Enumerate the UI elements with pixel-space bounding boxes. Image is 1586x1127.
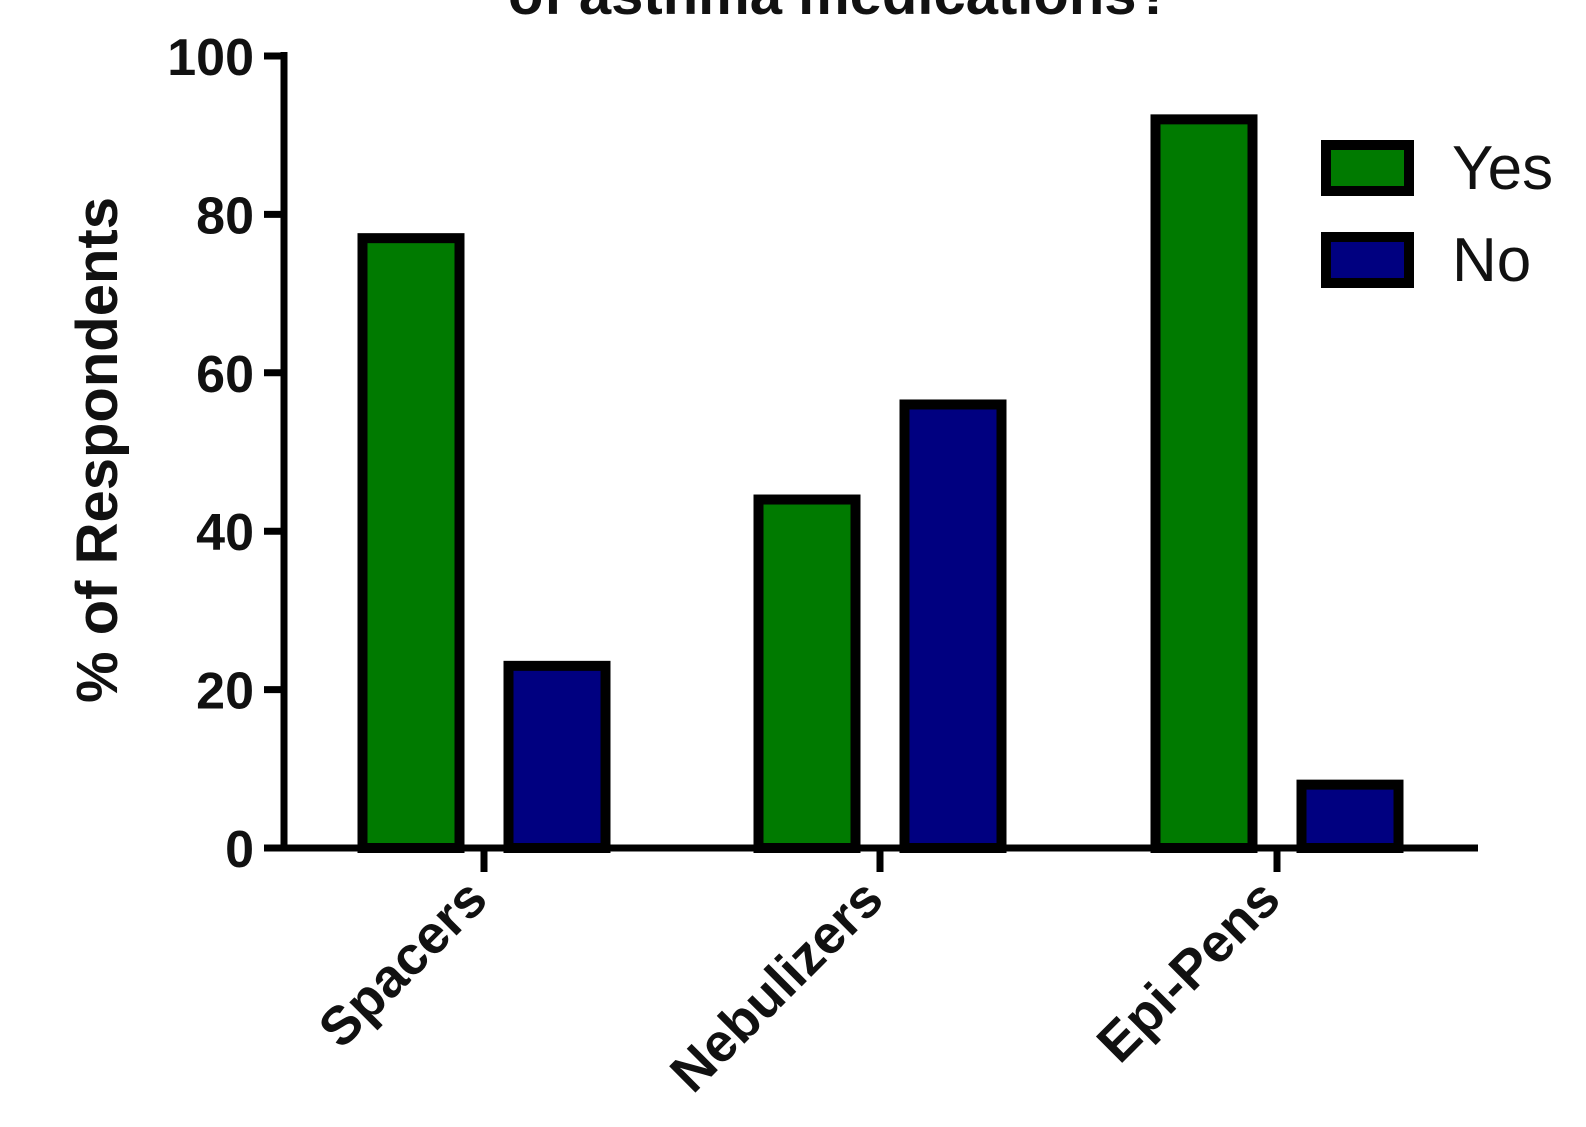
legend-swatch-no (1321, 232, 1414, 288)
legend: Yes No (1321, 134, 1553, 295)
x-category-label: Spacers (307, 868, 498, 1059)
y-tick-label: 60 (196, 346, 254, 404)
y-axis-title: % of Respondents (65, 197, 130, 703)
bar-no-spacers (503, 660, 611, 854)
y-tick-label: 0 (225, 821, 254, 879)
bar-yes-epi-pens (1150, 114, 1258, 854)
y-tick-label: 20 (196, 663, 254, 721)
legend-label-no: No (1452, 226, 1531, 295)
bar-no-nebulizers (899, 399, 1007, 853)
legend-label-yes: Yes (1452, 134, 1553, 203)
bar-yes-spacers (357, 233, 465, 854)
bar-yes-nebulizers (753, 494, 861, 853)
legend-swatch-yes (1321, 140, 1414, 196)
y-tick-label: 80 (196, 187, 254, 245)
y-ticks: 0 20 40 60 80 100 (167, 29, 284, 879)
bar-no-epi-pens (1296, 779, 1404, 854)
bars (357, 114, 1404, 854)
x-ticks: Spacers Nebulizers Epi-Pens (307, 848, 1291, 1104)
x-category-label: Epi-Pens (1086, 868, 1292, 1074)
y-tick-label: 100 (167, 29, 254, 87)
chart-title: of asthma medications? (508, 0, 1172, 27)
y-tick-label: 40 (196, 504, 254, 562)
x-category-label: Nebulizers (659, 868, 895, 1104)
